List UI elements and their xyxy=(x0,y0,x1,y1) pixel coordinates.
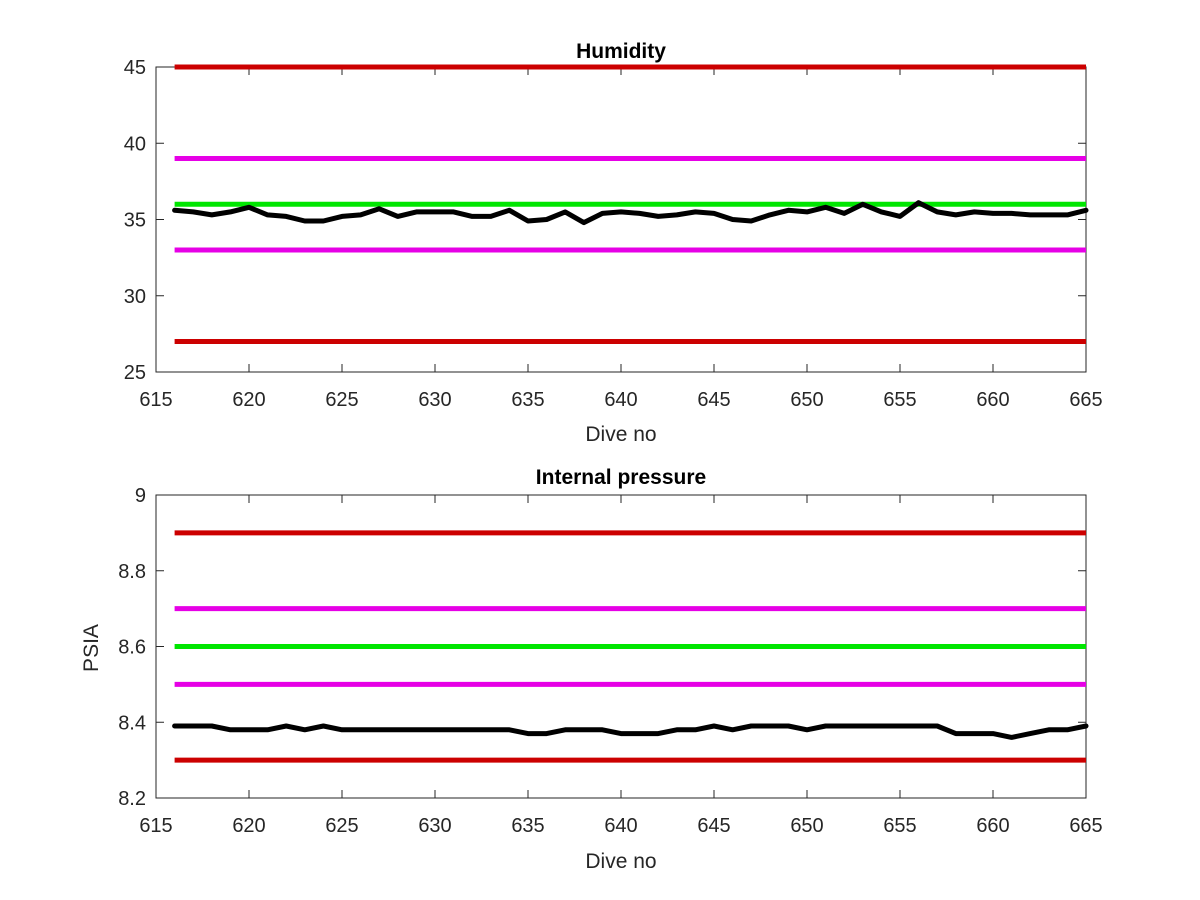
internal-pressure-x-tick-label: 635 xyxy=(511,815,544,837)
internal-pressure-x-tick-label: 630 xyxy=(418,815,451,837)
humidity-x-tick-label: 650 xyxy=(790,389,823,411)
humidity-y-tick-label: 45 xyxy=(124,57,146,79)
internal-pressure-y-tick-label: 8.4 xyxy=(118,712,146,734)
internal-pressure-y-tick-label: 9 xyxy=(135,485,146,507)
internal-pressure-y-tick-label: 8.8 xyxy=(118,561,146,583)
humidity-x-tick-label: 640 xyxy=(604,389,637,411)
humidity-x-tick-label: 660 xyxy=(976,389,1009,411)
humidity-x-tick-label: 625 xyxy=(325,389,358,411)
internal-pressure-x-tick-label: 650 xyxy=(790,815,823,837)
internal-pressure-x-tick-label: 620 xyxy=(232,815,265,837)
internal-pressure-chart: Internal pressure Dive no PSIA 615 620 625… xyxy=(80,466,1103,873)
internal-pressure-x-tick-label: 665 xyxy=(1069,815,1102,837)
humidity-y-tick-label: 25 xyxy=(124,362,146,384)
humidity-series-line xyxy=(172,200,1089,226)
internal-pressure-x-tick-label: 625 xyxy=(325,815,358,837)
humidity-x-tick-label: 630 xyxy=(418,389,451,411)
humidity-chart: Humidity Dive no 615 620 625 630 635 640 645 65… xyxy=(124,40,1103,446)
humidity-x-tick-label: 635 xyxy=(511,389,544,411)
humidity-y-tick-label: 35 xyxy=(124,210,146,232)
humidity-x-tick-label: 655 xyxy=(883,389,916,411)
internal-pressure-x-tick-label: 660 xyxy=(976,815,1009,837)
humidity-y-tick-label: 40 xyxy=(124,133,146,155)
internal-pressure-x-tick-label: 645 xyxy=(697,815,730,837)
internal-pressure-x-axis-label: Dive no xyxy=(585,850,656,873)
humidity-x-tick-label: 645 xyxy=(697,389,730,411)
internal-pressure-y-axis-label: PSIA xyxy=(80,624,103,672)
humidity-chart-title: Humidity xyxy=(576,40,666,63)
humidity-x-tick-label: 620 xyxy=(232,389,265,411)
internal-pressure-chart-title: Internal pressure xyxy=(536,466,706,489)
internal-pressure-y-tick-label: 8.6 xyxy=(118,637,146,659)
humidity-x-tick-label: 615 xyxy=(139,389,172,411)
internal-pressure-series-line xyxy=(172,723,1089,740)
humidity-x-tick-label: 665 xyxy=(1069,389,1102,411)
humidity-x-axis-label: Dive no xyxy=(585,423,656,446)
internal-pressure-y-tick-label: 8.2 xyxy=(118,788,146,810)
humidity-y-tick-label: 30 xyxy=(124,286,146,308)
internal-pressure-x-tick-label: 655 xyxy=(883,815,916,837)
internal-pressure-x-tick-label: 640 xyxy=(604,815,637,837)
internal-pressure-x-tick-label: 615 xyxy=(139,815,172,837)
